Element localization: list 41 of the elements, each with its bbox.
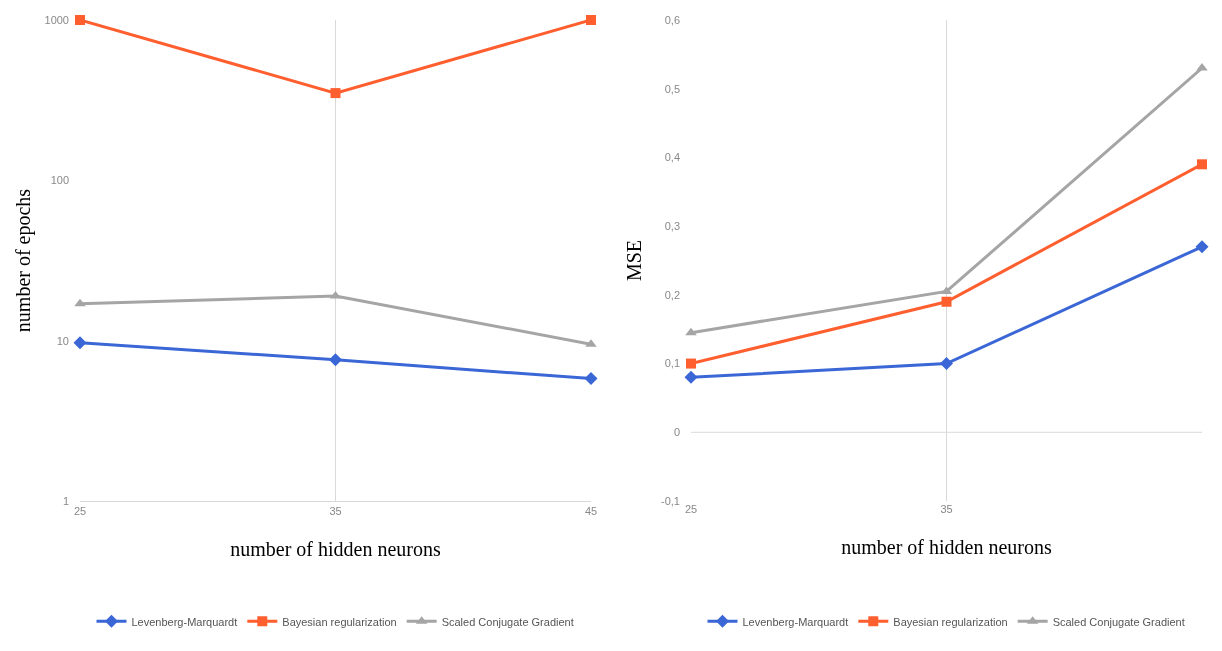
- point: [1197, 159, 1207, 170]
- x-tick-label: 35: [329, 505, 342, 518]
- y-tick-label: 10: [56, 334, 69, 347]
- x-axis-title: number of hidden neurons: [230, 537, 441, 560]
- y-tick-label: 0,5: [664, 82, 680, 95]
- legend-label: Levenberg-Marquardt: [742, 615, 849, 628]
- point: [586, 15, 596, 25]
- y-tick-label: 1: [62, 494, 69, 507]
- y-tick-label: 0,6: [664, 13, 680, 26]
- point: [1195, 240, 1209, 254]
- y-tick-label: 100: [50, 174, 69, 187]
- y-tick-label: 0,4: [664, 151, 680, 164]
- x-tick-label: 25: [73, 505, 87, 518]
- point: [330, 88, 341, 99]
- x-axis-title: number of hidden neurons: [841, 535, 1052, 558]
- y-tick-label: -0,1: [661, 494, 680, 507]
- y-tick-label: 0: [673, 426, 680, 439]
- point: [940, 357, 953, 371]
- legend-label: Bayesian regularization: [893, 615, 1008, 628]
- x-tick-label: 25: [684, 503, 698, 515]
- legend-label: Bayesian regularization: [282, 615, 397, 628]
- point: [73, 336, 87, 350]
- y-tick-label: 0,2: [664, 288, 680, 301]
- point: [74, 298, 86, 307]
- x-tick-label: 45: [584, 505, 598, 518]
- point: [685, 327, 697, 336]
- point: [941, 296, 952, 307]
- y-tick-label: 0,1: [664, 357, 680, 370]
- point: [75, 15, 85, 25]
- legend-label: Scaled Conjugate Gradient: [1052, 615, 1185, 628]
- legend-label: Scaled Conjugate Gradient: [441, 615, 574, 628]
- y-axis-title: MSE: [623, 239, 645, 282]
- point: [686, 358, 696, 369]
- point: [329, 353, 342, 367]
- legend-label: Levenberg-Marquardt: [131, 615, 238, 628]
- y-tick-label: 0,3: [664, 219, 680, 232]
- y-axis-title: number of epochs: [12, 188, 35, 333]
- point: [684, 370, 698, 384]
- y-tick-label: 1000: [44, 13, 69, 26]
- x-tick-label: 35: [940, 503, 953, 515]
- point: [584, 372, 598, 386]
